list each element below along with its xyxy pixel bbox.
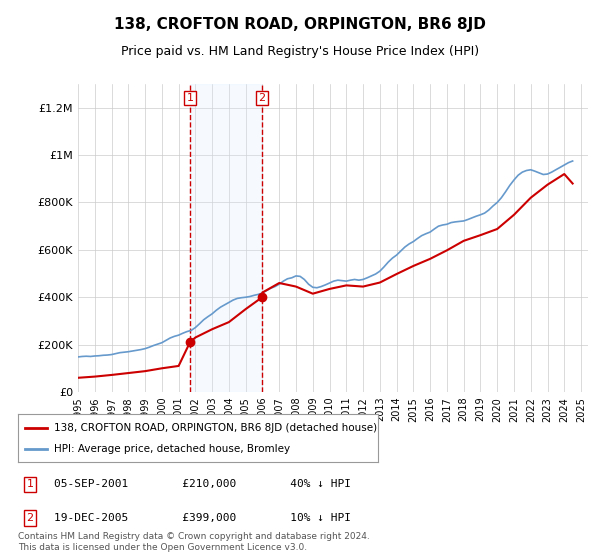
Text: Contains HM Land Registry data © Crown copyright and database right 2024.
This d: Contains HM Land Registry data © Crown c… xyxy=(18,532,370,552)
Text: HPI: Average price, detached house, Bromley: HPI: Average price, detached house, Brom… xyxy=(54,444,290,454)
Text: Price paid vs. HM Land Registry's House Price Index (HPI): Price paid vs. HM Land Registry's House … xyxy=(121,45,479,58)
Text: 2: 2 xyxy=(26,513,34,523)
Text: 138, CROFTON ROAD, ORPINGTON, BR6 8JD: 138, CROFTON ROAD, ORPINGTON, BR6 8JD xyxy=(114,17,486,32)
Text: 1: 1 xyxy=(187,93,193,103)
Text: 19-DEC-2005        £399,000        10% ↓ HPI: 19-DEC-2005 £399,000 10% ↓ HPI xyxy=(54,513,351,523)
Text: 1: 1 xyxy=(26,479,34,489)
Text: 05-SEP-2001        £210,000        40% ↓ HPI: 05-SEP-2001 £210,000 40% ↓ HPI xyxy=(54,479,351,489)
Bar xyxy=(190,84,262,392)
Text: 138, CROFTON ROAD, ORPINGTON, BR6 8JD (detached house): 138, CROFTON ROAD, ORPINGTON, BR6 8JD (d… xyxy=(54,423,377,433)
Text: 2: 2 xyxy=(259,93,265,103)
